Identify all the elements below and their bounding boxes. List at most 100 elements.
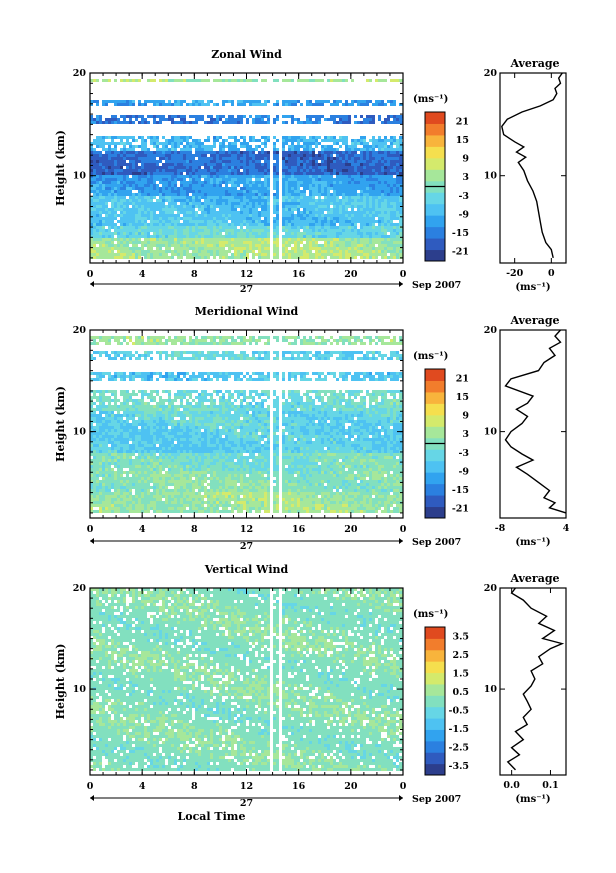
colorbar-unit: (ms⁻¹) [413, 94, 448, 105]
date-day-label: 27 [240, 284, 253, 295]
colorbar-swatch [425, 146, 445, 159]
x-tick-label: 0 [87, 781, 94, 792]
colorbar-tick: -3 [458, 448, 469, 459]
colorbar-tick: 15 [456, 135, 469, 146]
y-tick-label: 10 [73, 427, 87, 438]
colorbar-swatch [425, 426, 445, 439]
colorbar-tick: -1.5 [449, 724, 469, 735]
date-day-label: 27 [240, 541, 253, 552]
colorbar-tick: 21 [456, 373, 469, 384]
average-x-tick: -20 [506, 268, 524, 279]
average-x-tick: 0.1 [542, 780, 559, 791]
date-label: Sep 2007 [412, 537, 461, 548]
colorbar-swatch [425, 369, 445, 381]
x-tick-label: 8 [191, 269, 198, 280]
x-tick-label: 8 [191, 524, 198, 535]
colorbar-swatch [425, 414, 445, 427]
colorbar-tick: 2.5 [452, 650, 469, 661]
colorbar-swatch [425, 638, 445, 651]
colorbar-swatch [425, 169, 445, 182]
x-tick-label: 0 [87, 524, 94, 535]
x-tick-label: 0 [87, 269, 94, 280]
colorbar-swatch [425, 672, 445, 685]
average-x-tick: 4 [563, 523, 570, 534]
colorbar-tick: -0.5 [449, 705, 469, 716]
heatmap-cells [90, 588, 403, 771]
colorbar-swatch [425, 649, 445, 662]
colorbar-swatch [425, 157, 445, 170]
x-tick-label: 20 [344, 269, 358, 280]
colorbar-tick: 0.5 [452, 687, 469, 698]
colorbar-swatch [425, 695, 445, 708]
colorbar: (ms⁻¹) 21 15 9 3 -3 -9 -15 -21 [413, 94, 469, 262]
colorbar-tick: 9 [462, 411, 469, 422]
colorbar-tick: 21 [456, 116, 469, 127]
average-profile-line [506, 587, 565, 771]
colorbar-tick: -9 [458, 209, 469, 220]
average-y-tick: 20 [484, 583, 498, 594]
colorbar-swatch [425, 192, 445, 205]
colorbar-swatch [425, 472, 445, 485]
y-tick-label: 10 [73, 171, 87, 182]
heatmap-cells [90, 79, 403, 259]
heatmap-cells [90, 336, 403, 513]
average-y-tick: 10 [484, 171, 498, 182]
colorbar-swatch [425, 112, 445, 124]
colorbar-tick: 3 [462, 172, 469, 183]
x-tick-label: 0 [400, 269, 407, 280]
colorbar-unit: (ms⁻¹) [413, 351, 448, 362]
colorbar-swatch [425, 706, 445, 719]
average-panel: Average 20 10 0.0 0.1 (ms⁻¹) [484, 572, 567, 805]
colorbar-tick: -9 [458, 466, 469, 477]
colorbar-swatch [425, 752, 445, 765]
colorbar-swatch [425, 627, 445, 639]
date-label: Sep 2007 [412, 794, 461, 805]
colorbar-swatch [425, 215, 445, 228]
colorbar-swatch [425, 661, 445, 674]
average-panel: Average 20 10 -20 0 (ms⁻¹) [484, 57, 567, 293]
colorbar-tick: -3 [458, 191, 469, 202]
x-tick-label: 16 [292, 781, 306, 792]
x-tick-label: 4 [139, 781, 146, 792]
average-x-label: (ms⁻¹) [515, 537, 550, 548]
colorbar-swatch [425, 134, 445, 147]
colorbar: (ms⁻¹) 3.5 2.5 1.5 0.5 -0.5 -1.5 -2.5 -3.5 [413, 609, 469, 776]
average-x-label: (ms⁻¹) [515, 282, 550, 293]
colorbar-swatch [425, 460, 445, 473]
colorbar-swatch [425, 380, 445, 393]
colorbar-tick: 3 [462, 429, 469, 440]
x-tick-label: 12 [240, 269, 253, 280]
x-tick-label: 12 [240, 781, 253, 792]
y-tick-label: 20 [73, 68, 87, 79]
date-label: Sep 2007 [412, 280, 461, 291]
average-title: Average [509, 57, 559, 70]
average-title: Average [509, 314, 559, 327]
average-y-tick: 10 [484, 427, 498, 438]
colorbar-swatch [425, 483, 445, 496]
date-bar: 27 Sep 2007 [90, 537, 461, 552]
average-x-tick: 0 [548, 268, 555, 279]
colorbar-tick: -15 [452, 485, 469, 496]
y-tick-label: 10 [73, 684, 87, 695]
date-bar: 27 Sep 2007 [90, 794, 461, 809]
x-tick-label: 16 [292, 524, 306, 535]
x-axis: 0 4 8 12 16 20 0 [87, 73, 407, 280]
x-axis: 0 4 8 12 16 20 0 [87, 588, 407, 792]
x-tick-label: 20 [344, 524, 358, 535]
colorbar-swatch [425, 238, 445, 251]
colorbar-swatch [425, 683, 445, 696]
colorbar-tick: 1.5 [452, 668, 469, 679]
average-y-tick: 20 [484, 68, 498, 79]
average-x-tick: 0.0 [503, 780, 520, 791]
colorbar-swatch [425, 449, 445, 462]
x-axis-label: Local Time [178, 810, 246, 823]
average-panel: Average 20 10 -8 4 (ms⁻¹) [484, 314, 570, 548]
colorbar-tick: -2.5 [449, 742, 469, 753]
